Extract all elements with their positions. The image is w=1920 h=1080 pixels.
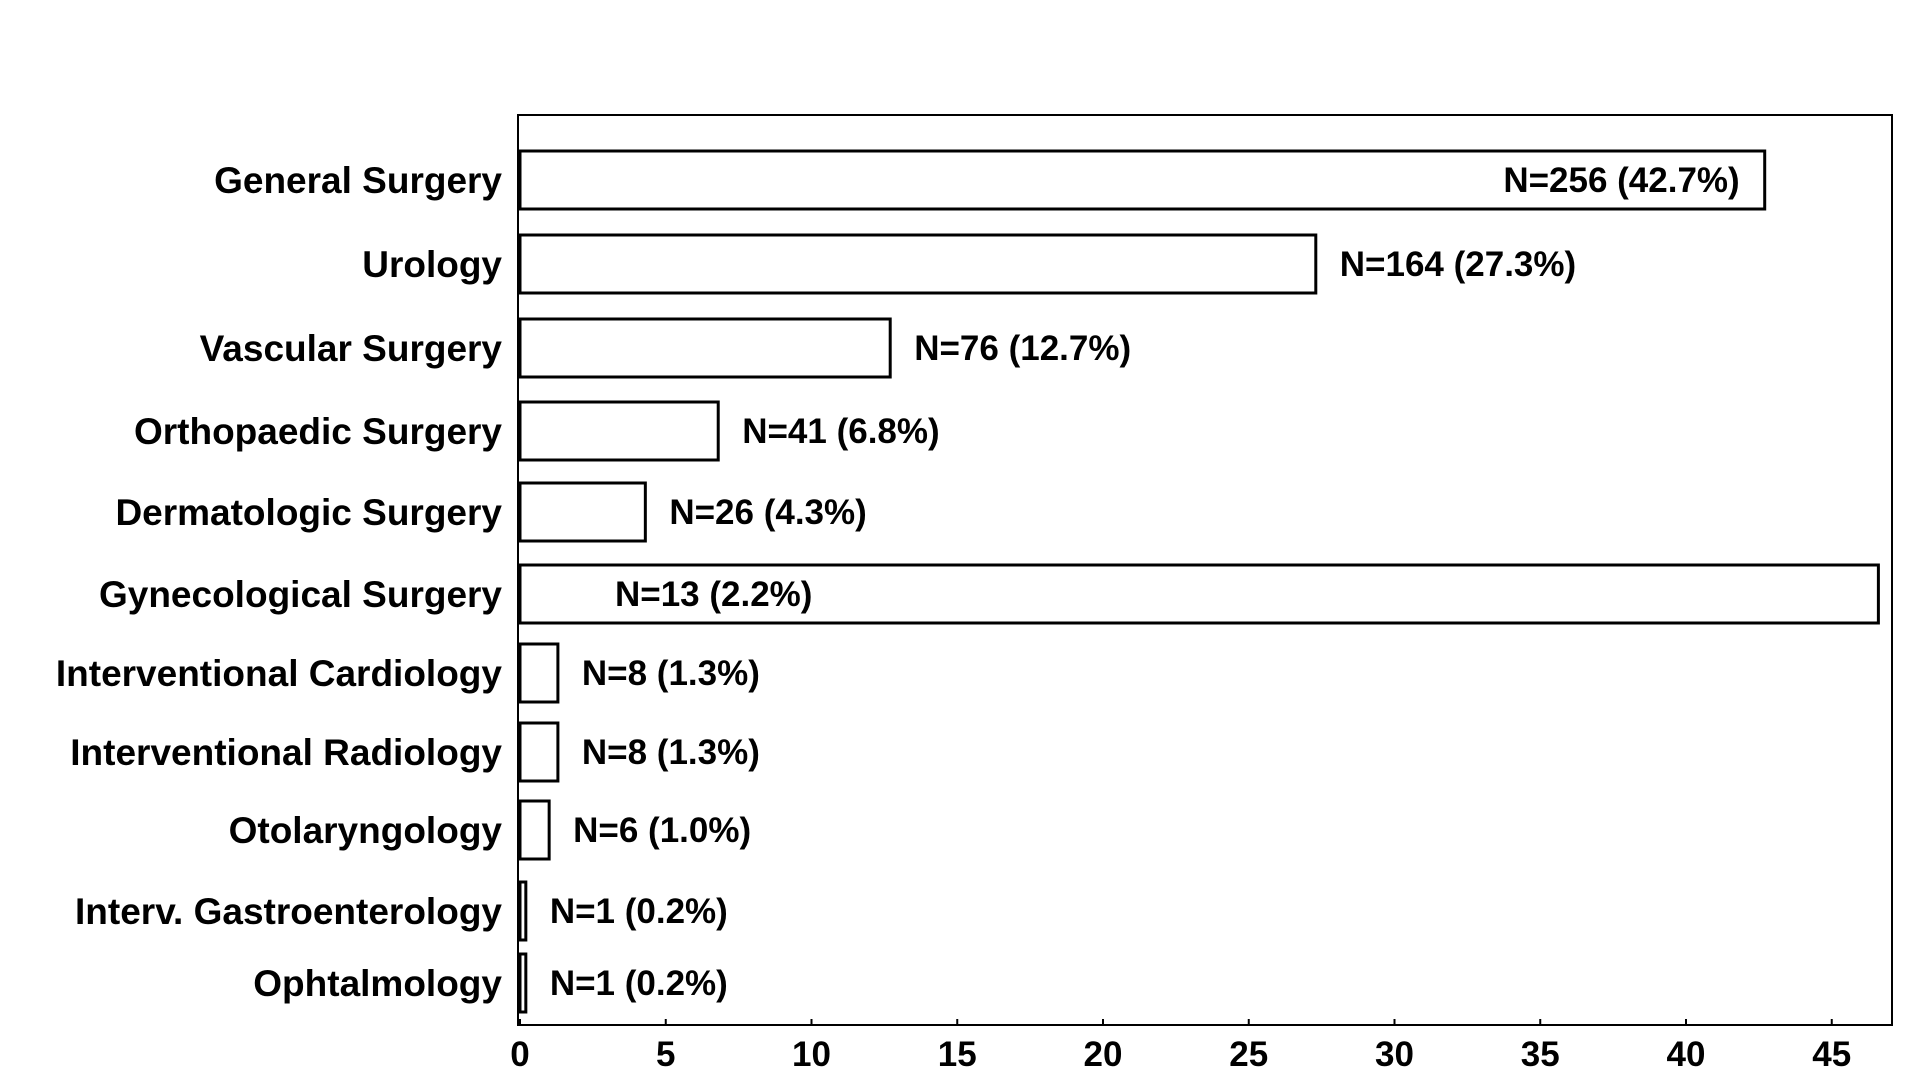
bar-4 [518, 481, 647, 543]
data-label: N=8 (1.3%) [582, 654, 760, 693]
x-tick-label: 30 [1375, 1035, 1414, 1074]
x-tick-label: 45 [1812, 1035, 1851, 1074]
bars-layer [518, 149, 1880, 1014]
bar-3 [518, 400, 720, 462]
bar-2 [518, 317, 892, 379]
bar-9 [518, 880, 528, 942]
category-label: Interventional Radiology [70, 732, 502, 773]
data-label: N=1 (0.2%) [550, 892, 728, 931]
bar-6 [518, 642, 560, 704]
x-tick-label: 20 [1084, 1035, 1123, 1074]
data-label: N=8 (1.3%) [582, 733, 760, 772]
bar-7 [518, 721, 560, 783]
data-label: N=41 (6.8%) [742, 412, 939, 451]
category-label: Vascular Surgery [200, 328, 503, 369]
category-labels: General Surgery Urology Vascular Surgery Or… [56, 160, 503, 1004]
x-tick-label: 40 [1667, 1035, 1706, 1074]
x-tick-label: 35 [1521, 1035, 1560, 1074]
category-label: Dermatologic Surgery [115, 492, 502, 533]
x-tick-label: 25 [1229, 1035, 1268, 1074]
category-label: Urology [362, 244, 502, 285]
data-labels: N=256 (42.7%) N=164 (27.3%) N=76 (12.7%) N=… [550, 161, 1740, 1003]
x-tick-label: 0 [510, 1035, 529, 1074]
bar-5 [518, 563, 1880, 625]
category-label: Ophtalmology [253, 963, 502, 1004]
x-tick-label: 15 [938, 1035, 977, 1074]
data-label: N=1 (0.2%) [550, 964, 728, 1003]
bar-10 [518, 952, 528, 1014]
data-label: N=13 (2.2%) [615, 575, 812, 614]
category-label: Interventional Cardiology [56, 653, 503, 694]
data-label: N=76 (12.7%) [914, 329, 1131, 368]
bar-1 [518, 233, 1318, 295]
category-label: Gynecological Surgery [99, 574, 502, 615]
category-label: Otolaryngology [229, 810, 503, 851]
x-tick-label: 10 [792, 1035, 831, 1074]
data-label: N=164 (27.3%) [1340, 245, 1576, 284]
bar-8 [518, 799, 551, 861]
x-axis-ticks: 0 5 10 15 20 25 30 35 40 45 [510, 1019, 1851, 1074]
data-label: N=256 (42.7%) [1503, 161, 1739, 200]
category-label: Interv. Gastroenterology [75, 891, 502, 932]
data-label: N=6 (1.0%) [573, 811, 751, 850]
category-label: Orthopaedic Surgery [134, 411, 502, 452]
plot-frame [517, 114, 1893, 1026]
x-tick-label: 5 [656, 1035, 675, 1074]
data-label: N=26 (4.3%) [669, 493, 866, 532]
bar-0 [518, 149, 1767, 211]
category-label: General Surgery [214, 160, 502, 201]
